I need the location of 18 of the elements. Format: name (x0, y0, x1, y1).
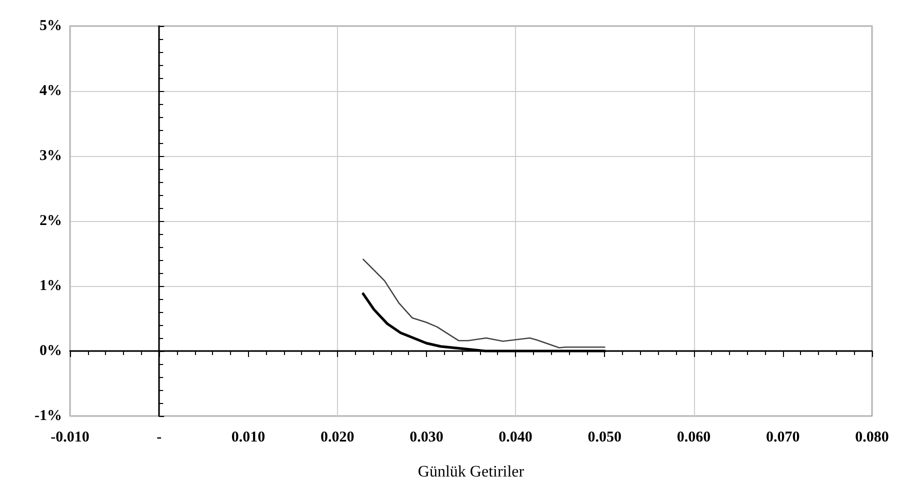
y-tick-label: -1% (34, 408, 62, 424)
y-tick-label: 0% (40, 343, 62, 359)
y-tick-label: 5% (40, 18, 62, 34)
y-tick-label: 4% (40, 83, 62, 99)
x-tick-label: 0.030 (410, 430, 444, 446)
x-tick-label: - (156, 430, 162, 446)
x-tick-label: 0.010 (231, 430, 266, 446)
x-tick-label: 0.060 (676, 430, 711, 446)
x-tick-label: 0.070 (766, 430, 800, 446)
x-tick-label: -0.010 (50, 430, 90, 446)
x-tick-label: 0.020 (320, 430, 354, 446)
y-tick-label: 2% (40, 213, 62, 229)
y-tick-label: 1% (40, 278, 62, 294)
x-axis-title: Günlük Getiriler (418, 464, 525, 480)
y-tick-label: 3% (40, 148, 62, 164)
x-tick-label: 0.080 (855, 430, 889, 446)
x-tick-label: 0.050 (588, 430, 622, 446)
x-tick-label: 0.040 (498, 430, 532, 446)
